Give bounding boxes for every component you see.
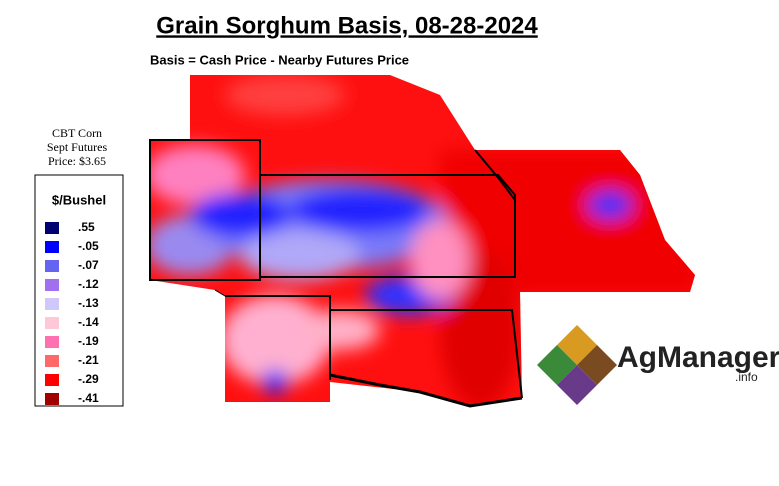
legend-swatch bbox=[45, 355, 59, 367]
legend-swatch bbox=[45, 298, 59, 310]
futures-note-line: Sept Futures bbox=[47, 140, 108, 154]
legend-label: -.29 bbox=[78, 372, 99, 386]
legend-title: $/Bushel bbox=[52, 192, 106, 207]
legend-label: -.07 bbox=[78, 258, 99, 272]
legend-swatch bbox=[45, 393, 59, 405]
logo-name: AgManager bbox=[617, 341, 779, 374]
legend-label: .55 bbox=[78, 220, 95, 234]
legend-label: -.12 bbox=[78, 277, 99, 291]
legend-label: -.14 bbox=[78, 315, 99, 329]
legend-swatch bbox=[45, 336, 59, 348]
legend-swatch bbox=[45, 374, 59, 386]
state-borders bbox=[149, 139, 523, 408]
legend-swatch bbox=[45, 279, 59, 291]
legend-label: -.19 bbox=[78, 334, 99, 348]
legend-label: -.05 bbox=[78, 239, 99, 253]
legend-label: -.13 bbox=[78, 296, 99, 310]
legend-swatch bbox=[45, 260, 59, 272]
legend: .55 -.05 -.07 -.12 -.13 -.14 -.19 -.21 -.29 -.41 bbox=[45, 220, 99, 405]
logo: AgManager .info bbox=[537, 325, 779, 405]
legend-swatch bbox=[45, 222, 59, 234]
logo-suffix: .info bbox=[735, 370, 758, 384]
legend-label: -.41 bbox=[78, 391, 99, 405]
futures-note-line: Price: $3.65 bbox=[48, 154, 106, 168]
legend-swatch bbox=[45, 241, 59, 253]
legend-swatch bbox=[45, 317, 59, 329]
legend-label: -.21 bbox=[78, 353, 99, 367]
subtitle: Basis = Cash Price - Nearby Futures Pric… bbox=[150, 52, 409, 67]
futures-note-line: CBT Corn bbox=[52, 126, 102, 140]
title: Grain Sorghum Basis, 08-28-2024 bbox=[156, 12, 538, 39]
